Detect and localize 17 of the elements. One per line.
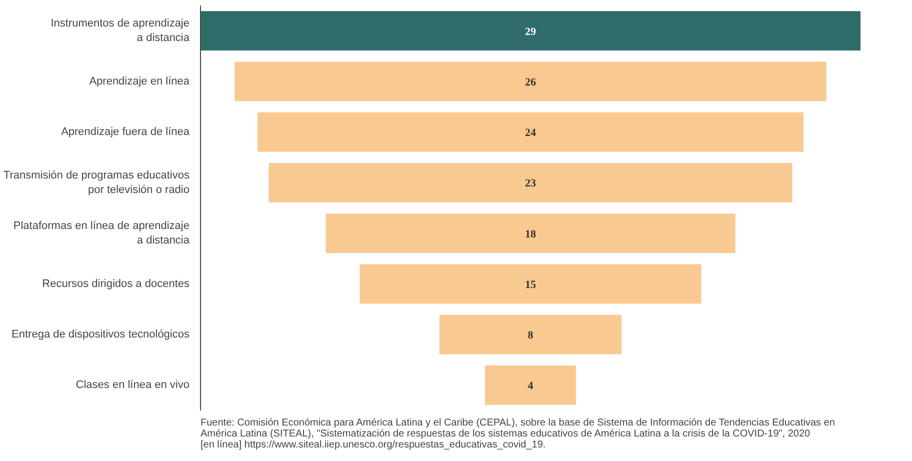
data-label: 23 [525, 178, 536, 190]
category-label: Aprendizaje fuera de línea [61, 126, 190, 138]
category-label: Clases en línea en vivo [76, 379, 190, 392]
data-label: 18 [525, 228, 536, 240]
category-label: Recursos dirigidos a docentes [42, 278, 190, 290]
data-label: 24 [525, 127, 536, 140]
data-label: 4 [528, 380, 534, 392]
data-label: 29 [525, 26, 536, 38]
data-label: 15 [525, 278, 536, 291]
source-note: Fuente: Comisión Económica para América Latina y el Caribe (CEPAL), sobre la base de Sistema de Información de Tendencias Educativas en América Latina (SITEAL), "Sistematización de respuestas de los sistemas educativos de América Latina a la crisis de la COVID-19", 2020 [en línea] https://www.siteal.iiep.unesco.org/respuestas_educativas_covid_19. [200, 418, 835, 450]
category-label: Plataformas en línea de aprendizaje a distancia [13, 220, 190, 247]
category-label: Transmisión de programas educativos por televisión o radio [3, 169, 190, 196]
data-label: 8 [528, 330, 534, 342]
data-label: 26 [525, 76, 536, 88]
category-label: Instrumentos de aprendizaje a distancia [50, 18, 190, 44]
category-label: Aprendizaje en línea [89, 75, 190, 88]
category-label: Entrega de dispositivos tecnológicos [12, 328, 190, 341]
